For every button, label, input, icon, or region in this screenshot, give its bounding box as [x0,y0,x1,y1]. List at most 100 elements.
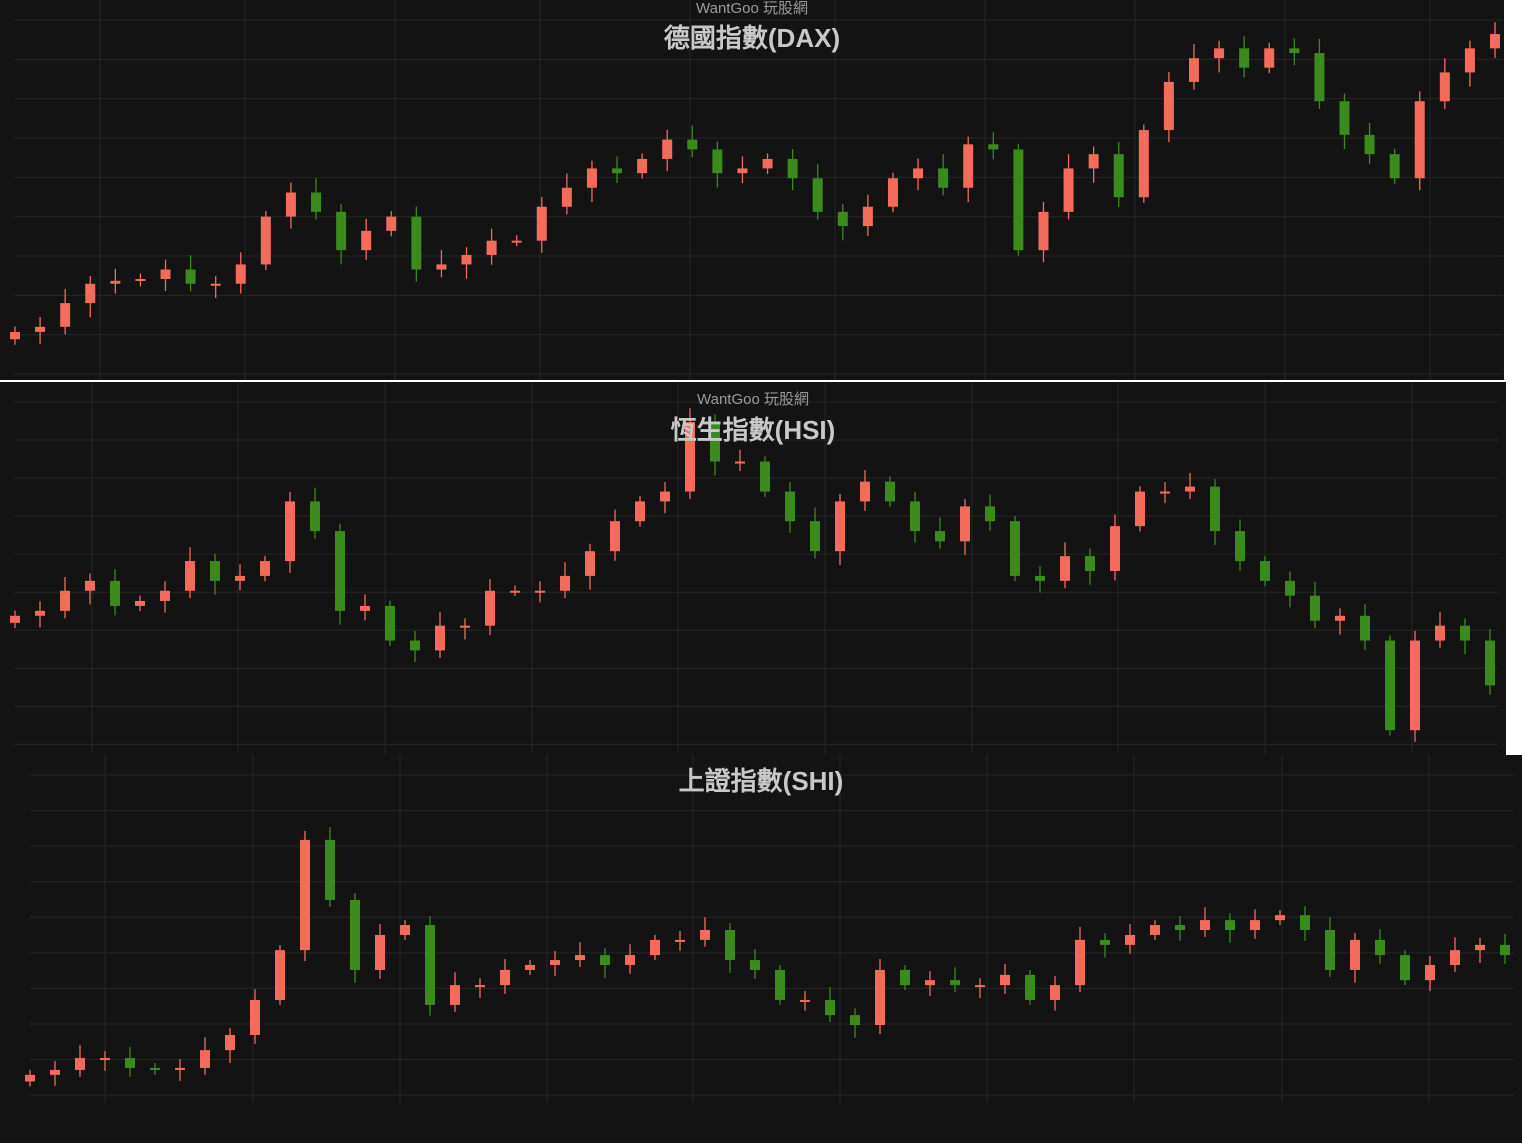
candle-body [585,551,595,576]
candle [85,573,95,605]
candle [411,206,422,282]
candle [1375,929,1385,964]
candle [675,930,685,951]
candle-body [785,491,795,522]
candle-body [825,999,835,1016]
candle-body [1088,154,1099,169]
candle-body [735,461,745,464]
candle-body [486,240,497,255]
candle [660,482,670,514]
candle-body [575,955,585,961]
candle-body [210,283,221,286]
candle-body [285,501,295,562]
candle-body [1214,48,1225,59]
candle [1460,618,1470,655]
candle-body [862,206,873,227]
candle-body [1360,615,1370,641]
candle [1339,93,1350,150]
candle [900,964,910,991]
candle [1285,571,1295,608]
candle-body [285,192,296,217]
candle-body [35,326,46,332]
candle [1239,36,1250,78]
candle-body [200,1050,210,1068]
candle [525,960,535,975]
candle-body [35,610,45,616]
candle-body [550,960,560,965]
candle [1214,40,1225,73]
candle [1025,969,1035,1005]
candle-body [510,590,520,593]
candle [110,268,121,294]
candle [835,494,845,565]
candle-body [435,625,445,651]
candle [385,600,395,646]
candle-body [675,939,685,942]
candle-body [1339,101,1350,135]
candle-body [1460,625,1470,641]
candle [475,978,485,998]
candle [1235,519,1245,571]
candle-body [1175,925,1185,930]
candle-body [25,1074,35,1082]
candle-body [250,999,260,1035]
candle [60,576,70,619]
candle [336,204,347,265]
candle-body [1439,72,1450,102]
candle-body [160,590,170,601]
candle [938,154,949,196]
candle [110,569,120,616]
candle-body [1239,48,1250,68]
candle-body [1200,920,1210,930]
candle [285,491,295,573]
candle [662,129,673,171]
candle-body [650,939,660,956]
candle [700,917,710,947]
candle-body [810,521,820,552]
candle-body [210,561,220,581]
candle-body [360,605,370,611]
candle [25,1069,35,1087]
candle-body [985,506,995,522]
candle-body [1464,48,1475,73]
candle [925,971,935,996]
candle [510,585,520,597]
candle-body [386,216,397,231]
candle-body [900,969,910,986]
candle [435,611,445,658]
candle-body [110,280,121,284]
candle [1200,907,1210,937]
candle [1150,920,1160,940]
candle [637,153,648,179]
candle-body [85,580,95,591]
candle [687,125,698,158]
chart-title: 德國指數(DAX) [663,23,841,53]
candle-body [1085,556,1095,571]
candle [760,456,770,497]
candle [812,164,823,220]
candle-body [635,501,645,522]
candle-body [762,158,773,169]
candle [887,172,898,213]
candle-body [400,925,410,935]
candle-body [1138,130,1149,198]
candle [35,601,45,628]
candle-body [988,144,999,150]
candle [787,149,798,191]
candle-body [1435,625,1445,641]
candle-body [938,168,949,188]
candle [800,991,810,1011]
candle [1289,38,1300,66]
candle-body [1385,640,1395,731]
hsi-chart [10,382,1498,753]
candle [550,951,560,976]
candle [1060,542,1070,589]
candle-body [1425,964,1435,981]
candle-body [612,168,623,174]
candle [360,594,370,621]
candle-body [60,303,71,327]
candle-body [700,930,710,940]
candle-body [1188,58,1199,82]
candle-body [787,158,798,179]
candle [950,967,960,993]
